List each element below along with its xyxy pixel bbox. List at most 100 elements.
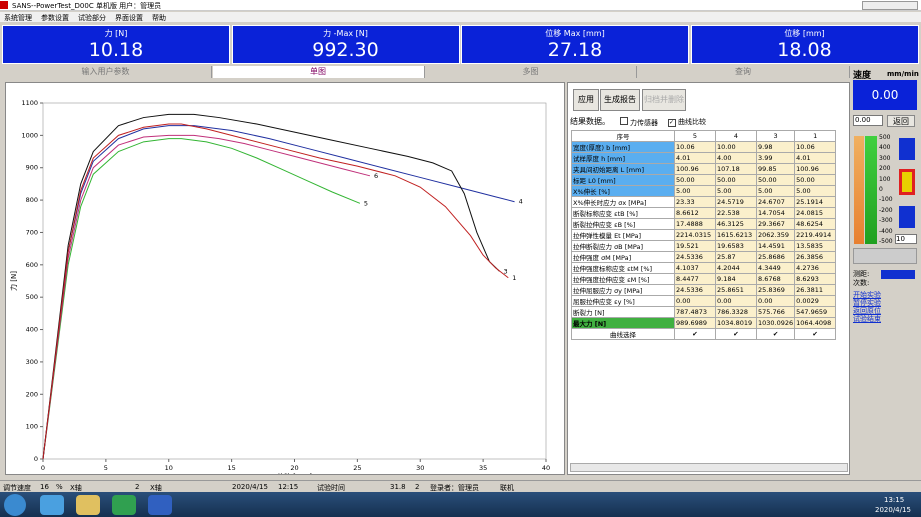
taskbar: 13:15 2020/4/15 [0,492,921,517]
window-controls[interactable] [862,1,918,10]
tab[interactable]: 输入用户参数 [0,66,212,78]
status-item: 2 [135,483,140,491]
menu-item[interactable]: 帮助 [152,14,166,22]
tab-bar: 输入用户参数 单图 多图 查询 [0,66,850,78]
checkbox[interactable]: ✓ 曲线比较 [668,117,706,127]
curve-label: 5 [364,199,368,207]
button[interactable]: 归档并删除 [642,89,686,111]
header-cell: 序号 [571,130,675,142]
table-row: 拉伸弹性模量 Et [MPa] 2214.0315 1615.6213 2062.35… [571,229,837,241]
app-icon [0,1,8,9]
value-cell: 50.00 [794,174,837,186]
value-cell: 0.00 [674,295,716,307]
y-tick-label: 100 [26,423,38,431]
scale-label: 0 [879,186,883,193]
label-cell: 断裂拉伸应变 εB [%] [571,218,675,230]
value-cell: 25.8686 [755,251,796,263]
readout-label: 力 [N] [104,29,128,38]
value-cell: 50.00 [755,174,796,186]
readout: 位移 Max [mm] 27.18 [461,25,689,64]
checkbox-label: 曲线比较 [678,118,706,126]
menu-item[interactable]: 参数设置 [41,14,69,22]
value-cell: 5.00 [794,185,837,197]
x-tick-label: 35 [479,464,487,472]
label-cell: 试样厚度 h [mm] [571,152,675,164]
action-link[interactable]: 试验结束 [853,315,881,323]
speed-bar [881,270,915,279]
label-cell: 拉伸断裂应力 σB [MPa] [571,240,675,252]
label-cell: 拉伸强度拉伸应变 εM [%] [571,273,675,285]
scale-label: -100 [879,196,893,204]
action-link[interactable]: 返回原位 [853,307,881,315]
tab[interactable]: 查询 [638,66,850,78]
status-item: 31.8 [390,483,406,491]
start-button[interactable] [4,494,26,516]
status-item: X轴 [150,484,162,492]
status-item: 联机 [500,484,514,492]
taskbar-ie[interactable] [40,495,64,515]
table-row: 拉伸强度 σM [MPa] 24.5336 25.87 25.8686 26.3856 [571,251,837,263]
value-cell: 575.766 [755,306,796,318]
value-cell: 4.01 [674,152,716,164]
value-cell: 10.00 [715,141,757,153]
menu-item[interactable]: 系统管理 [4,14,32,22]
value-cell: 10.06 [794,141,837,153]
scale-label: 400 [879,144,891,152]
value-cell: 9.184 [715,273,757,285]
tab[interactable]: 多图 [425,66,637,78]
y-tick-label: 400 [26,326,38,334]
stop-button[interactable] [899,169,915,195]
value-cell: 24.5336 [674,284,716,296]
table-row: 宽度(厚度) b [mm] 10.06 10.00 9.98 10.06 [571,141,837,153]
curve-label: 3 [503,267,507,275]
step-select[interactable]: 10 [895,234,917,244]
table-row: X%伸长时应力 σx [MPa] 23.33 24.5719 24.6707 25.19… [571,196,837,208]
value-cell: 5.00 [755,185,796,197]
taskbar-app2[interactable] [148,495,172,515]
x-tick-label: 5 [104,464,108,472]
readout: 力 -Max [N] 992.30 [231,25,460,64]
table-row: 拉伸强度标称应变 εtM [%] 4.1037 4.2044 4.3449 4.2736 [571,262,837,274]
tab[interactable]: 单图 [212,66,425,78]
table-row: 断裂力 [N] 787.4873 786.3328 575.766 547.9659 [571,306,837,318]
button[interactable]: 生成报告 [600,89,640,111]
value-cell: 3.99 [755,152,796,164]
up-button[interactable] [899,138,915,160]
scale-label: -400 [879,227,893,235]
checkbox-box [620,117,628,125]
value-cell: 100.96 [794,163,837,175]
value-cell: 9.98 [755,141,796,153]
y-tick-label: 1100 [21,99,38,107]
menu-item[interactable]: 试验部分 [78,14,106,22]
checkbox[interactable]: 力传感器 [620,117,658,128]
down-button[interactable] [899,206,915,228]
value-cell: 787.4873 [674,306,716,318]
taskbar-app[interactable] [112,495,136,515]
value-cell: 99.85 [755,163,796,175]
return-button[interactable]: 返回 [887,115,915,127]
h-scrollbar[interactable] [570,463,848,472]
play-button[interactable] [853,248,917,264]
taskbar-folder[interactable] [76,495,100,515]
status-item: 16 [40,483,49,491]
value-cell: 4.00 [715,152,757,164]
value-cell: 8.6293 [794,273,837,285]
speed-input[interactable]: 0.00 [853,115,883,126]
action-link[interactable]: 暂停实验 [853,299,881,307]
menu-item[interactable]: 界面设置 [115,14,143,22]
title-bar: SANS--PowerTest_D00C 单机版 用户：管理员 [0,0,921,11]
label-cell: 宽度(厚度) b [mm] [571,141,675,153]
value-cell: 107.18 [715,163,757,175]
value-cell: 989.6989 [674,317,716,329]
curve [42,123,509,460]
value-cell: 26.3856 [794,251,837,263]
x-tick-label: 30 [416,464,424,472]
label-cell: 夹具间初始距离 L [mm] [571,163,675,175]
menu-bar: 系统管理 参数设置 试验部分 界面设置 帮助 [0,12,921,22]
action-link[interactable]: 开始实验 [853,291,881,299]
y-tick-label: 900 [26,164,38,172]
table-row: 断裂标称应变 εtB [%] 8.6612 22.538 14.7054 24.0815 [571,207,837,219]
y-tick-label: 0 [34,455,38,463]
button[interactable]: 应用 [573,89,599,111]
